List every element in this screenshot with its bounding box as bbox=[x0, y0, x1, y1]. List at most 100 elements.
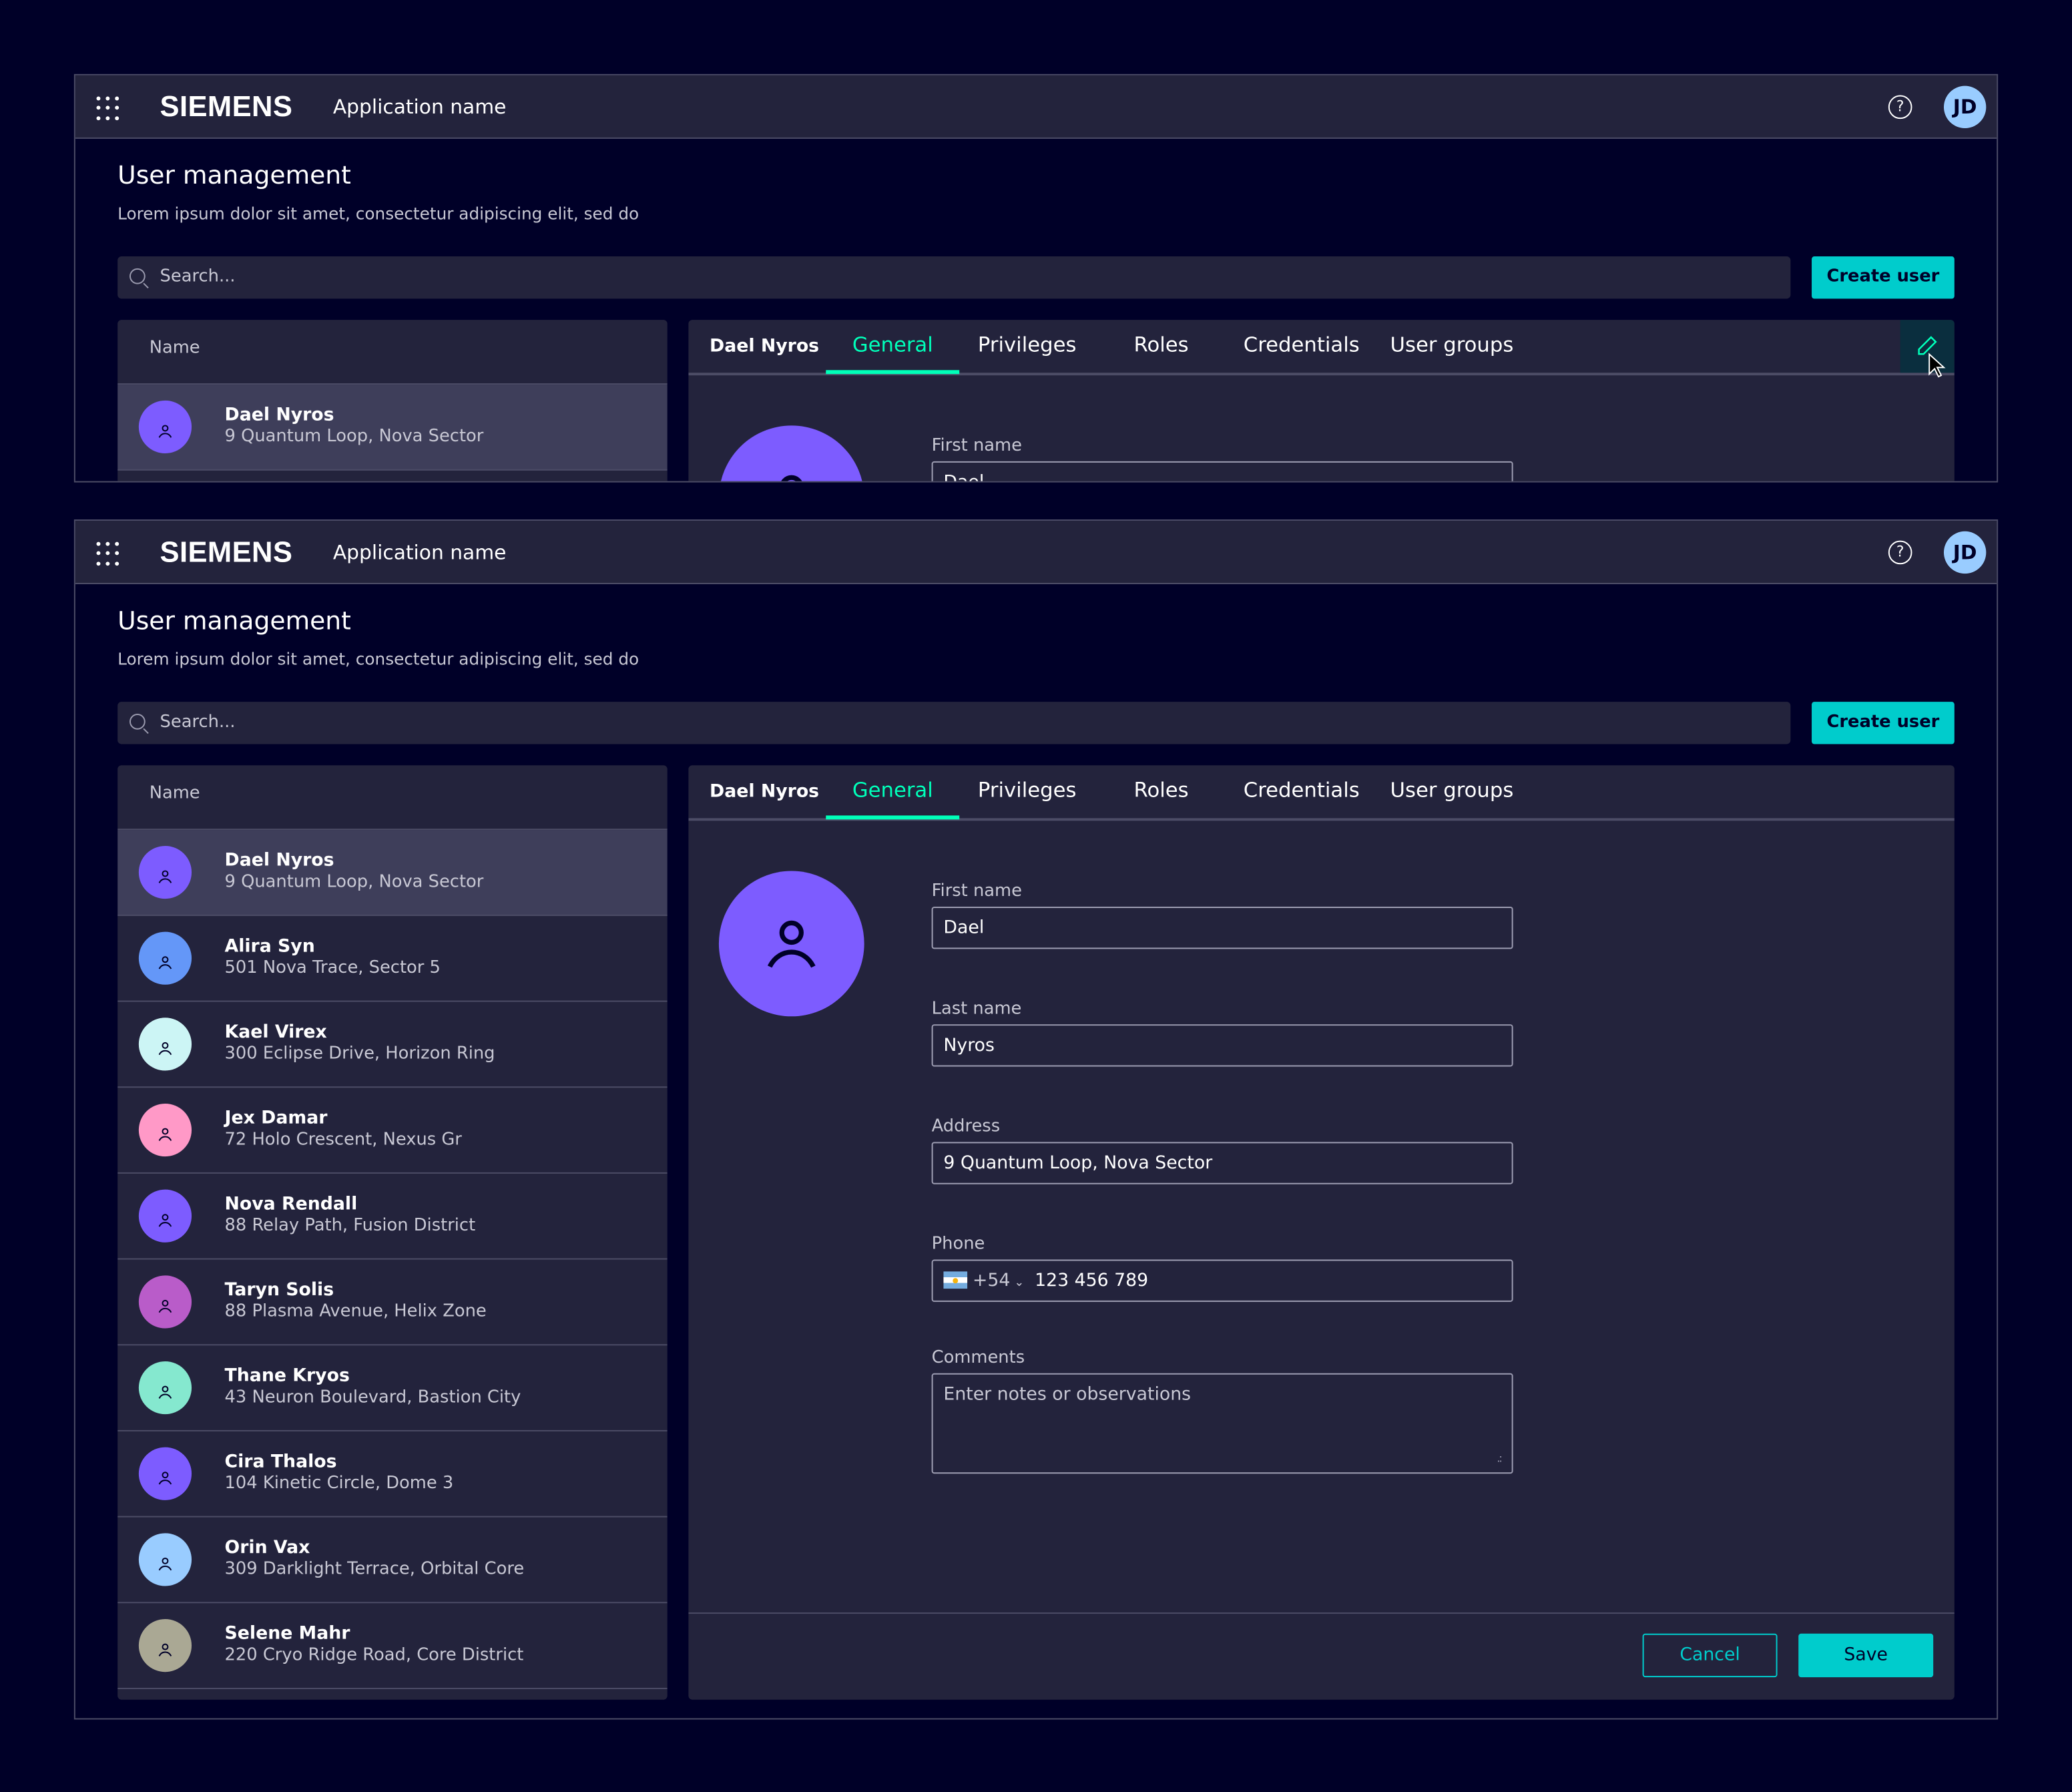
search-input[interactable]: Search... bbox=[117, 256, 1791, 299]
person-icon bbox=[158, 1208, 174, 1227]
app-header: SIEMENS Application name ? JD bbox=[75, 75, 1997, 139]
user-detail-panel: Dael Nyros General Privileges Roles Credenti… bbox=[688, 320, 1955, 481]
user-avatar bbox=[138, 1447, 192, 1500]
person-icon bbox=[158, 1380, 174, 1399]
grid-dots-icon[interactable] bbox=[96, 541, 121, 566]
page-title: User management bbox=[117, 606, 351, 636]
user-name: Alira Syn bbox=[224, 935, 315, 957]
form-footer-divider bbox=[688, 1612, 1955, 1614]
tab-credentials[interactable]: Credentials bbox=[1243, 332, 1360, 357]
user-list-item[interactable]: Jex Damar 72 Holo Crescent, Nexus Gr bbox=[117, 1088, 668, 1174]
search-placeholder: Search... bbox=[160, 712, 236, 732]
user-address: 220 Cryo Ridge Road, Core District bbox=[224, 1645, 524, 1666]
person-icon bbox=[158, 950, 174, 969]
search-icon bbox=[130, 268, 146, 284]
column-header-name[interactable]: Name bbox=[117, 320, 668, 385]
user-list-item[interactable]: Cira Thalos 104 Kinetic Circle, Dome 3 bbox=[117, 1431, 668, 1518]
address-field: Address 9 Quantum Loop, Nova Sector bbox=[931, 1117, 1513, 1184]
create-user-button[interactable]: Create user bbox=[1812, 256, 1955, 299]
help-circle-icon[interactable]: ? bbox=[1888, 95, 1912, 120]
user-address: 88 Plasma Avenue, Helix Zone bbox=[224, 1301, 487, 1322]
page-subtitle: Lorem ipsum dolor sit amet, consectetur … bbox=[117, 648, 639, 669]
user-list-item[interactable]: Alira Syn 501 Nova Trace, Sector 5 bbox=[117, 916, 668, 1002]
create-user-button[interactable]: Create user bbox=[1812, 702, 1955, 744]
tab-general[interactable]: General bbox=[852, 778, 933, 803]
grid-dots-icon[interactable] bbox=[96, 96, 121, 121]
user-address: 9 Quantum Loop, Nova Sector bbox=[224, 427, 484, 447]
tab-user-groups[interactable]: User groups bbox=[1390, 332, 1514, 357]
search-icon bbox=[130, 713, 146, 730]
first-name-input[interactable]: Dael bbox=[931, 461, 1513, 481]
user-address: 9 Quantum Loop, Nova Sector bbox=[224, 872, 484, 893]
resize-handle-icon[interactable]: .: bbox=[1497, 1452, 1503, 1465]
user-avatar bbox=[138, 931, 192, 985]
tab-privileges[interactable]: Privileges bbox=[977, 332, 1077, 357]
chevron-down-icon[interactable]: ⌄ bbox=[1014, 1277, 1025, 1291]
last-name-input[interactable]: Nyros bbox=[931, 1024, 1513, 1067]
user-address: 72 Holo Crescent, Nexus Gr bbox=[224, 1130, 462, 1150]
country-code[interactable]: +54 bbox=[972, 1270, 1011, 1292]
tab-user-name: Dael Nyros bbox=[710, 335, 820, 357]
column-header-name[interactable]: Name bbox=[117, 765, 668, 831]
active-tab-indicator bbox=[826, 370, 960, 375]
cancel-button[interactable]: Cancel bbox=[1642, 1633, 1778, 1678]
user-name: Kael Virex bbox=[224, 1022, 327, 1043]
tab-bar: Dael Nyros General Privileges Roles Credenti… bbox=[688, 320, 1955, 376]
user-name: Dael Nyros bbox=[224, 404, 334, 426]
argentina-flag-icon[interactable] bbox=[943, 1271, 968, 1289]
user-name: Dael Nyros bbox=[224, 849, 334, 871]
user-list-item[interactable]: Dael Nyros 9 Quantum Loop, Nova Sector bbox=[117, 830, 668, 916]
user-detail-avatar bbox=[718, 871, 864, 1017]
search-input[interactable]: Search... bbox=[117, 702, 1791, 744]
person-icon bbox=[158, 1466, 174, 1485]
user-address: 501 Nova Trace, Sector 5 bbox=[224, 958, 441, 978]
tab-privileges[interactable]: Privileges bbox=[977, 778, 1077, 803]
first-name-field: First name Dael bbox=[931, 881, 1513, 949]
comments-textarea[interactable]: Enter notes or observations.: bbox=[931, 1373, 1513, 1474]
person-icon bbox=[158, 1552, 174, 1571]
comments-field: Comments Enter notes or observations.: bbox=[931, 1348, 1513, 1474]
user-list-item[interactable]: Dael Nyros 9 Quantum Loop, Nova Sector bbox=[117, 385, 668, 471]
user-avatar bbox=[138, 1619, 192, 1672]
page-subtitle: Lorem ipsum dolor sit amet, consectetur … bbox=[117, 203, 639, 224]
user-name: Orin Vax bbox=[224, 1537, 310, 1558]
user-avatar bbox=[138, 1103, 192, 1157]
phone-input[interactable]: +54 ⌄ 123 456 789 bbox=[931, 1259, 1513, 1302]
user-avatar bbox=[138, 1275, 192, 1329]
user-avatar-button[interactable]: JD bbox=[1943, 85, 1987, 129]
edit-button[interactable] bbox=[1900, 320, 1955, 373]
user-name: Jex Damar bbox=[224, 1107, 328, 1129]
first-name-label: First name bbox=[931, 436, 1022, 456]
first-name-label: First name bbox=[931, 881, 1022, 902]
person-icon bbox=[158, 865, 174, 883]
user-list-item[interactable]: Orin Vax 309 Darklight Terrace, Orbital … bbox=[117, 1518, 668, 1604]
tab-user-groups[interactable]: User groups bbox=[1390, 778, 1514, 803]
comments-placeholder: Enter notes or observations bbox=[943, 1383, 1192, 1405]
window-preview: SIEMENS Application name ? JD User manag… bbox=[73, 73, 1999, 483]
user-list-item[interactable]: Selene Mahr 220 Cryo Ridge Road, Core Di… bbox=[117, 1603, 668, 1689]
tab-general[interactable]: General bbox=[852, 332, 933, 357]
user-avatar bbox=[138, 400, 192, 454]
help-circle-icon[interactable]: ? bbox=[1888, 540, 1912, 565]
user-list-item[interactable]: Nova Rendall 88 Relay Path, Fusion Distr… bbox=[117, 1174, 668, 1260]
user-address: 43 Neuron Boulevard, Bastion City bbox=[224, 1387, 521, 1408]
phone-field: Phone +54 ⌄ 123 456 789 bbox=[931, 1234, 1513, 1302]
tab-roles[interactable]: Roles bbox=[1133, 778, 1189, 803]
user-list-item[interactable]: Taryn Solis 88 Plasma Avenue, Helix Zone bbox=[117, 1260, 668, 1346]
user-avatar bbox=[138, 1018, 192, 1071]
tab-roles[interactable]: Roles bbox=[1133, 332, 1189, 357]
tab-credentials[interactable]: Credentials bbox=[1243, 778, 1360, 803]
user-list-item[interactable]: Kael Virex 300 Eclipse Drive, Horizon Ri… bbox=[117, 1002, 668, 1088]
last-name-label: Last name bbox=[931, 999, 1022, 1020]
person-icon bbox=[158, 419, 174, 438]
first-name-input[interactable]: Dael bbox=[931, 907, 1513, 949]
user-avatar-button[interactable]: JD bbox=[1943, 531, 1987, 574]
address-input[interactable]: 9 Quantum Loop, Nova Sector bbox=[931, 1142, 1513, 1184]
phone-label: Phone bbox=[931, 1234, 985, 1255]
user-list-item[interactable]: Alira Syn 501 Nova Trace, Sector 5 bbox=[117, 471, 668, 481]
user-list-item[interactable]: Thane Kryos 43 Neuron Boulevard, Bastion… bbox=[117, 1345, 668, 1431]
app-header: SIEMENS Application name ? JD bbox=[75, 520, 1997, 584]
user-address: 88 Relay Path, Fusion District bbox=[224, 1216, 476, 1236]
save-button[interactable]: Save bbox=[1798, 1633, 1934, 1678]
user-avatar bbox=[138, 1361, 192, 1415]
